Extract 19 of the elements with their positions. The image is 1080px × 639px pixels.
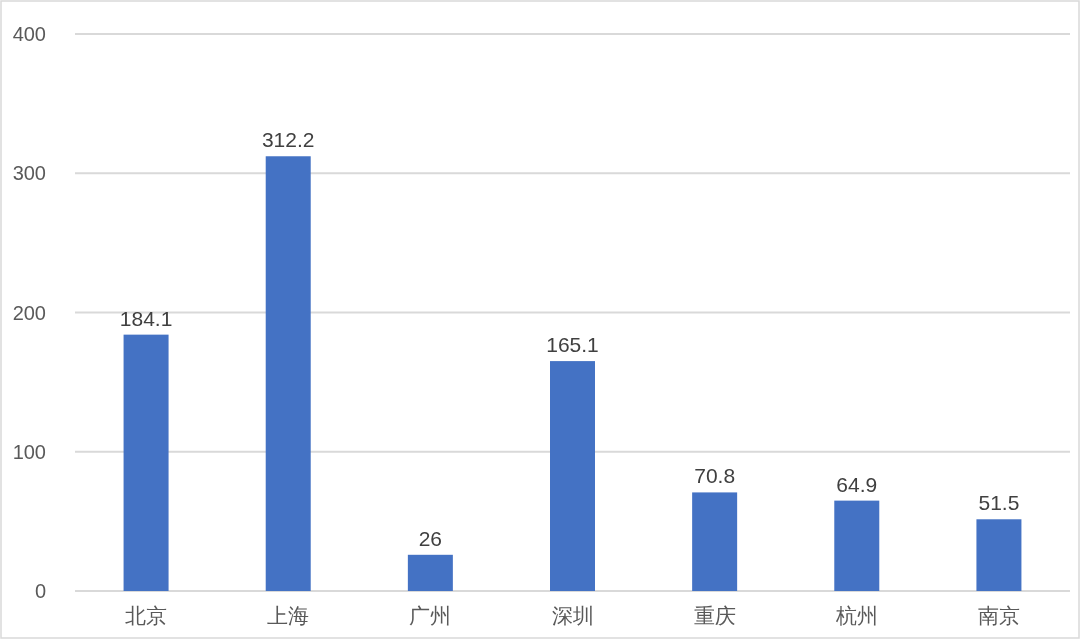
data-label: 312.2 [261,128,315,152]
xtick: 南京 [977,604,1020,627]
data-label: 165.1 [546,333,599,357]
ytick: 300 [12,162,46,185]
xtick: 北京 [125,604,168,627]
xtick: 杭州 [835,604,878,627]
ytick: 0 [34,580,46,602]
ytick: 200 [12,301,46,324]
xtick: 广州 [409,604,452,627]
data-label: 70.8 [694,464,736,488]
ytick: 400 [12,23,46,45]
data-label: 64.9 [836,472,878,496]
xtick: 深圳 [551,604,594,627]
xtick: 重庆 [693,604,736,627]
data-label: 26 [418,526,443,550]
data-label: 51.5 [978,491,1020,515]
data-label: 184.1 [119,306,173,330]
ytick: 100 [12,440,46,463]
xtick: 上海 [267,604,310,627]
